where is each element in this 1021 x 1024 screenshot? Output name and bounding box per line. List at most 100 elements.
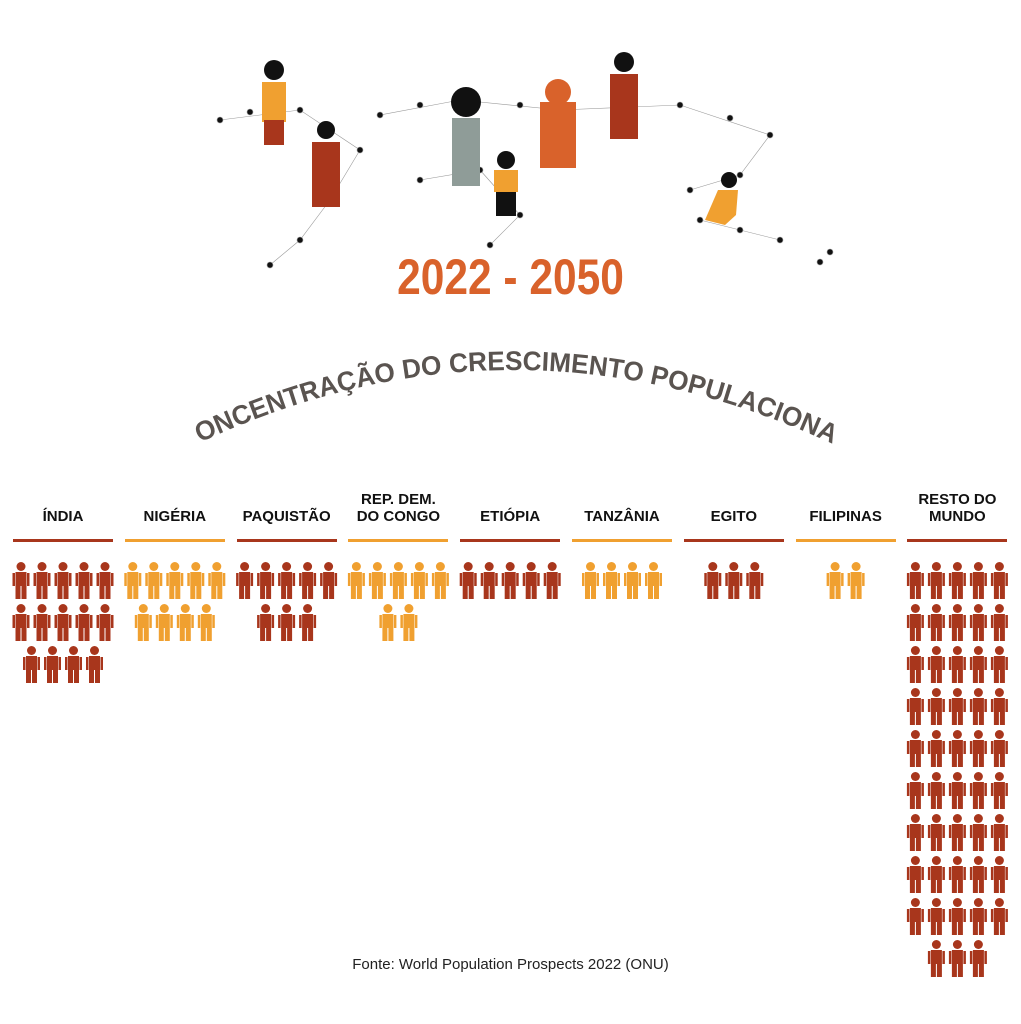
icon-head: [27, 646, 36, 655]
icon-head: [484, 562, 494, 571]
person-icon: [948, 688, 966, 725]
category-underline: [795, 539, 896, 542]
person-icon: [927, 814, 945, 851]
person-icon: [645, 562, 662, 599]
world-map-decoration: [216, 96, 834, 269]
person-icon: [948, 856, 966, 893]
person-icon: [948, 940, 966, 977]
icon-head: [994, 730, 1004, 739]
icon-body: [948, 950, 966, 977]
person-icon: [582, 562, 599, 599]
icon-body: [65, 656, 82, 683]
person-icon: [906, 604, 924, 641]
icon-body: [948, 866, 966, 893]
icon-body: [155, 614, 173, 641]
person-icon: [501, 562, 519, 599]
icon-body: [927, 824, 945, 851]
icon-body: [927, 698, 945, 725]
person-icon: [969, 562, 987, 599]
icon-body: [990, 824, 1008, 851]
icon-body: [990, 698, 1008, 725]
person-icon: [906, 772, 924, 809]
icon-body: [522, 572, 540, 599]
icon-body: [990, 572, 1008, 599]
person-icon: [23, 646, 40, 683]
person-icon: [75, 604, 93, 641]
icon-body: [257, 572, 275, 599]
category-label: REP. DEM. DO CONGO: [356, 491, 441, 525]
person-icon: [96, 604, 114, 641]
icon-head: [973, 772, 983, 781]
icon-head: [37, 604, 47, 613]
icon-body: [969, 908, 987, 935]
icon-head: [149, 562, 159, 571]
people-decoration: [262, 52, 738, 225]
icon-group: [12, 562, 114, 683]
icon-body: [368, 572, 386, 599]
pictogram: [12, 562, 1008, 977]
category-underline: [13, 539, 113, 542]
icon-head: [952, 646, 962, 655]
icon-head: [931, 898, 941, 907]
person-icon: [278, 562, 296, 599]
icon-head: [383, 604, 393, 613]
icon-group: [124, 562, 226, 641]
person-icon: [927, 646, 945, 683]
icon-head: [240, 562, 250, 571]
icon-head: [994, 562, 1004, 571]
person-icon: [480, 562, 498, 599]
icon-body: [176, 614, 194, 641]
person-icon: [826, 562, 844, 599]
icon-head: [100, 604, 110, 613]
icon-head: [973, 940, 983, 949]
icon-head: [973, 604, 983, 613]
person-icon: [368, 562, 386, 599]
icon-head: [931, 562, 941, 571]
person-icon: [990, 856, 1008, 893]
icon-body: [166, 572, 184, 599]
person-icon: [33, 562, 51, 599]
person-icon: [927, 562, 945, 599]
icon-head: [393, 562, 403, 571]
person-icon: [990, 772, 1008, 809]
icon-head: [931, 646, 941, 655]
icon-body: [389, 572, 407, 599]
person-icon: [990, 688, 1008, 725]
icon-body: [906, 824, 924, 851]
icon-body: [990, 740, 1008, 767]
person-icon: [145, 562, 163, 599]
icon-body: [927, 572, 945, 599]
category-underline: [124, 539, 225, 542]
icon-head: [952, 562, 962, 571]
person-icon: [906, 688, 924, 725]
person-icon: [948, 730, 966, 767]
icon-body: [704, 572, 722, 599]
icon-body: [906, 656, 924, 683]
icon-body: [54, 572, 72, 599]
icon-body: [257, 614, 275, 641]
icon-head: [404, 604, 414, 613]
icon-group: [459, 562, 561, 599]
category-label: PAQUISTÃO: [242, 508, 331, 525]
person-icon: [948, 814, 966, 851]
icon-body: [480, 572, 498, 599]
icon-body: [906, 698, 924, 725]
icon-head: [994, 688, 1004, 697]
category-label: RESTO DO MUNDO: [918, 491, 997, 525]
icon-body: [624, 572, 641, 599]
person-icon: [44, 646, 61, 683]
icon-body: [969, 698, 987, 725]
icon-head: [952, 604, 962, 613]
icon-body: [906, 908, 924, 935]
icon-head: [128, 562, 138, 571]
icon-head: [180, 604, 190, 613]
icon-body: [990, 866, 1008, 893]
person-icon: [906, 646, 924, 683]
icon-body: [431, 572, 449, 599]
icon-body: [969, 950, 987, 977]
person-icon: [208, 562, 226, 599]
icon-body: [948, 614, 966, 641]
icon-head: [303, 562, 313, 571]
person-icon: [990, 898, 1008, 935]
